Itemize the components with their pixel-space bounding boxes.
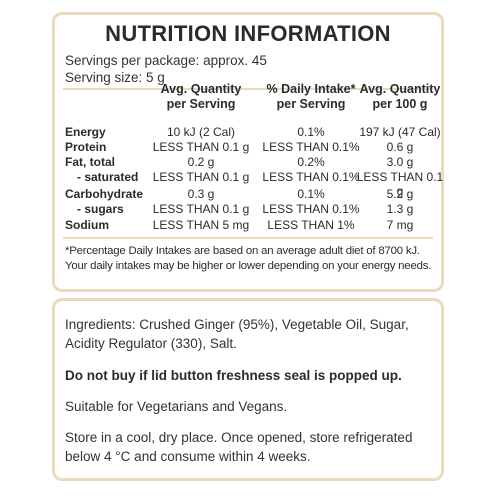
divider (63, 237, 433, 239)
table-row-protein: Protein LESS THAN 0.1 g LESS THAN 0.1% 0… (65, 140, 414, 154)
serving-size: Serving size: 5 g (65, 70, 165, 85)
product-info-panel: Ingredients: Crushed Ginger (95%), Veget… (52, 298, 444, 481)
panel-title: NUTRITION INFORMATION (105, 21, 391, 46)
servings-per-package: Servings per package: approx. 45 (65, 53, 267, 68)
table-row-sodium: Sodium LESS THAN 5 mg LESS THAN 1% 7 mg (65, 218, 414, 232)
table-row-saturated: - saturated LESS THAN 0.1 g LESS THAN 0.… (77, 170, 444, 198)
col-header-per-100g: Avg. Quantity per 100 g (359, 82, 441, 111)
footnote: *Percentage Daily Intakes are based on a… (65, 245, 432, 272)
col-header-daily-intake: % Daily Intake* per Serving (266, 82, 356, 111)
suitability-text: Suitable for Vegetarians and Vegans. (65, 399, 288, 414)
ingredients-text: Ingredients: Crushed Ginger (95%), Veget… (65, 317, 409, 351)
table-row-fat-total: Fat, total 0.2 g 0.2% 3.0 g (65, 155, 414, 169)
seal-warning: Do not buy if lid button freshness seal … (65, 368, 402, 383)
table-row-sugars: - sugars LESS THAN 0.1 g LESS THAN 0.1% … (77, 202, 414, 216)
col-header-per-serving: Avg. Quantity per Serving (160, 82, 242, 111)
nutrition-panel: NUTRITION INFORMATION Servings per packa… (52, 12, 444, 292)
table-row-carbohydrate: Carbohydrate 0.3 g 0.1% 5.2 g (65, 187, 414, 201)
divider (63, 88, 433, 90)
storage-text: Store in a cool, dry place. Once opened,… (65, 430, 413, 464)
table-row-energy: Energy 10 kJ (2 Cal) 0.1% 197 kJ (47 Cal… (65, 125, 441, 139)
